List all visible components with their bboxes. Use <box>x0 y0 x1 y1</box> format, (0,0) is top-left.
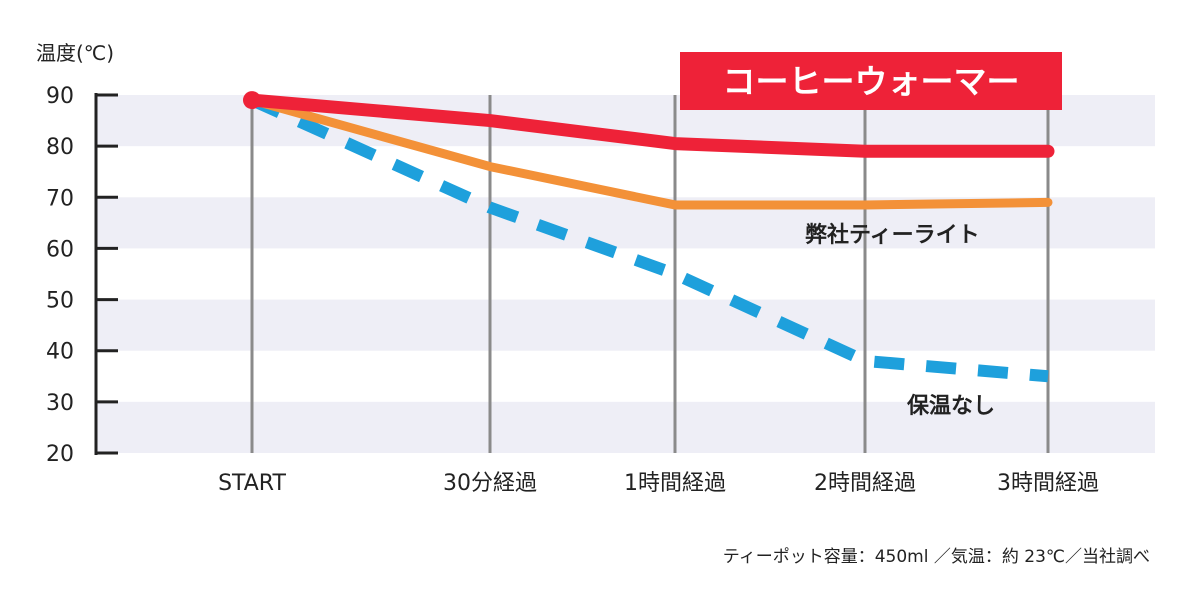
series-line <box>249 94 1049 383</box>
series-label-coffee-warmer: コーヒーウォーマー <box>723 62 1020 101</box>
y-tick-label: 50 <box>46 289 74 314</box>
x-tick-label: START <box>218 471 286 496</box>
series-line <box>247 95 1053 210</box>
series-group <box>243 91 1055 383</box>
y-tick-label: 60 <box>46 237 74 262</box>
x-tick-label: 3時間経過 <box>997 471 1099 496</box>
footnote: ティーポット容量：450ml ／気温：約 23℃／当社調べ <box>723 547 1150 567</box>
y-tick-label: 80 <box>46 135 74 160</box>
grid-band <box>96 299 1155 351</box>
x-tick-label: 2時間経過 <box>814 471 916 496</box>
series-line <box>245 93 1055 158</box>
y-tick-label: 70 <box>46 186 74 211</box>
y-axis: 90 80 70 60 50 40 30 20 <box>46 84 118 467</box>
x-tick-label: 30分経過 <box>443 471 537 496</box>
y-tick-label: 30 <box>46 391 74 416</box>
x-tick-label: 1時間経過 <box>624 471 726 496</box>
grid-band <box>96 401 1155 453</box>
labels-group: START 30分経過 1時間経過 2時間経過 3時間経過 コーヒーウォーマー弊社ティーラ… <box>218 52 1099 496</box>
y-tick-label: 90 <box>46 84 74 109</box>
series-badge <box>680 52 1062 110</box>
series-label-no-warming: 保温なし <box>906 394 995 419</box>
start-point <box>243 91 261 110</box>
series-label-tealight: 弊社ティーライト <box>805 222 980 248</box>
y-tick-label: 40 <box>46 340 74 365</box>
y-axis-title: 温度(℃) <box>36 41 114 65</box>
y-tick-label: 20 <box>46 442 74 467</box>
